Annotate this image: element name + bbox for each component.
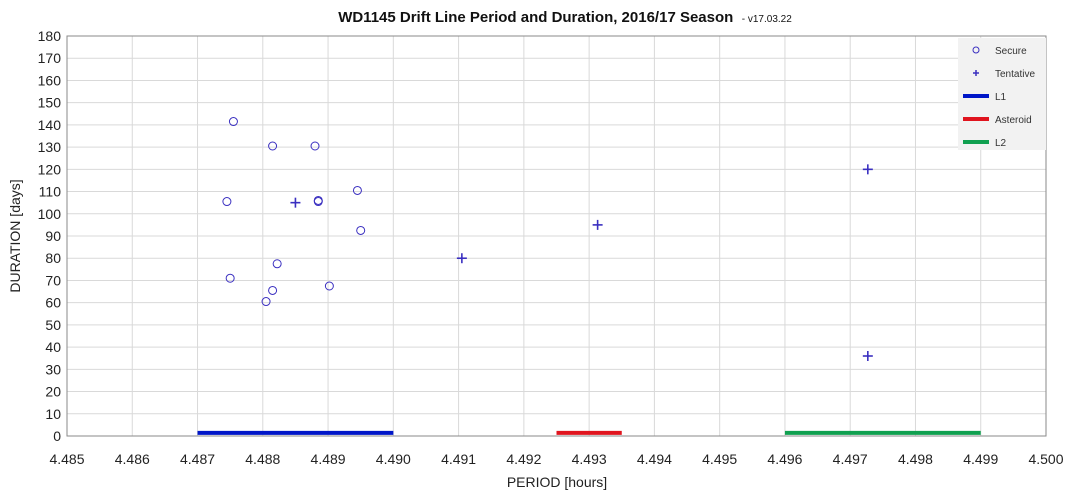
y-tick-label: 140	[38, 117, 62, 133]
y-tick-label: 50	[45, 317, 61, 333]
x-tick-label: 4.487	[180, 451, 215, 467]
secure-point	[324, 281, 334, 291]
y-tick-label: 90	[45, 228, 61, 244]
y-tick-label: 170	[38, 50, 62, 66]
chart-title: WD1145 Drift Line Period and Duration, 2…	[338, 9, 792, 26]
data-points	[222, 117, 873, 361]
x-tick-label: 4.496	[767, 451, 802, 467]
y-tick-label: 30	[45, 361, 61, 377]
x-tick-label: 4.499	[963, 451, 998, 467]
legend-item-l1: L1	[963, 92, 1007, 103]
y-axis-title: DURATION [days]	[7, 179, 23, 292]
x-tick-label: 4.489	[311, 451, 346, 467]
secure-point	[268, 141, 278, 151]
tentative-point	[862, 351, 873, 361]
grid-lines	[66, 35, 1047, 437]
x-tick-label: 4.493	[572, 451, 607, 467]
x-tick-label: 4.491	[441, 451, 476, 467]
legend-label: Tentative	[995, 69, 1035, 80]
legend-item-asteroid: Asteroid	[963, 115, 1032, 126]
y-tick-label: 60	[45, 295, 61, 311]
y-tick-label: 70	[45, 272, 61, 288]
y-tick-label: 130	[38, 139, 62, 155]
x-tick-label: 4.498	[898, 451, 933, 467]
legend-item-l2: L2	[963, 138, 1007, 149]
x-tick-label: 4.492	[506, 451, 541, 467]
y-tick-label: 180	[38, 28, 62, 44]
secure-point	[310, 141, 320, 151]
x-tick-label: 4.488	[245, 451, 280, 467]
y-tick-label: 80	[45, 250, 61, 266]
x-tick-label: 4.494	[637, 451, 672, 467]
y-tick-label: 110	[39, 184, 62, 200]
y-tick-label: 40	[45, 339, 61, 355]
secure-point	[272, 259, 282, 269]
secure-point	[356, 225, 366, 235]
legend-label: Secure	[995, 46, 1027, 57]
x-axis-title: PERIOD [hours]	[507, 474, 607, 490]
secure-point	[228, 117, 238, 127]
y-tick-label: 20	[45, 384, 61, 400]
legend-item-secure: Secure	[972, 46, 1027, 57]
chart-title-main: WD1145 Drift Line Period and Duration, 2…	[338, 9, 733, 26]
x-tick-label: 4.497	[833, 451, 868, 467]
plot-frame	[66, 35, 1047, 437]
secure-point	[222, 197, 232, 207]
y-tick-label: 0	[53, 428, 61, 444]
y-tick-label: 100	[38, 206, 62, 222]
secure-point	[268, 285, 278, 295]
tentative-point	[456, 253, 467, 264]
y-axis-ticks: 0 10 20 30 40 50 60 70 80 90 100 110 120 130 140 150 160…	[38, 28, 62, 444]
secure-point	[313, 197, 323, 207]
tentative-point	[592, 219, 603, 230]
legend-item-tentative: Tentative	[973, 69, 1035, 80]
y-tick-label: 160	[38, 72, 62, 88]
x-tick-label: 4.500	[1028, 451, 1063, 467]
legend: Secure Tentative L1 Asteroid L2	[958, 38, 1046, 150]
y-tick-label: 120	[38, 161, 62, 177]
x-tick-label: 4.490	[376, 451, 411, 467]
legend-label: L2	[995, 138, 1007, 149]
y-tick-label: 10	[45, 406, 61, 422]
legend-marker	[973, 70, 979, 76]
x-tick-label: 4.486	[115, 451, 150, 467]
y-tick-label: 150	[38, 95, 62, 111]
legend-label: Asteroid	[995, 115, 1032, 126]
secure-point	[225, 273, 235, 283]
tentative-point	[290, 197, 301, 208]
chart-title-version: - v17.03.22	[742, 14, 792, 25]
legend-marker	[972, 46, 980, 54]
secure-point	[352, 185, 362, 195]
secure-point	[261, 297, 271, 307]
tentative-point	[862, 164, 873, 175]
legend-label: L1	[995, 92, 1007, 103]
x-tick-label: 4.495	[702, 451, 737, 467]
x-axis-ticks: 4.485 4.486 4.487 4.488 4.489 4.490 4.491 4.492…	[49, 451, 1063, 467]
x-tick-label: 4.485	[49, 451, 84, 467]
